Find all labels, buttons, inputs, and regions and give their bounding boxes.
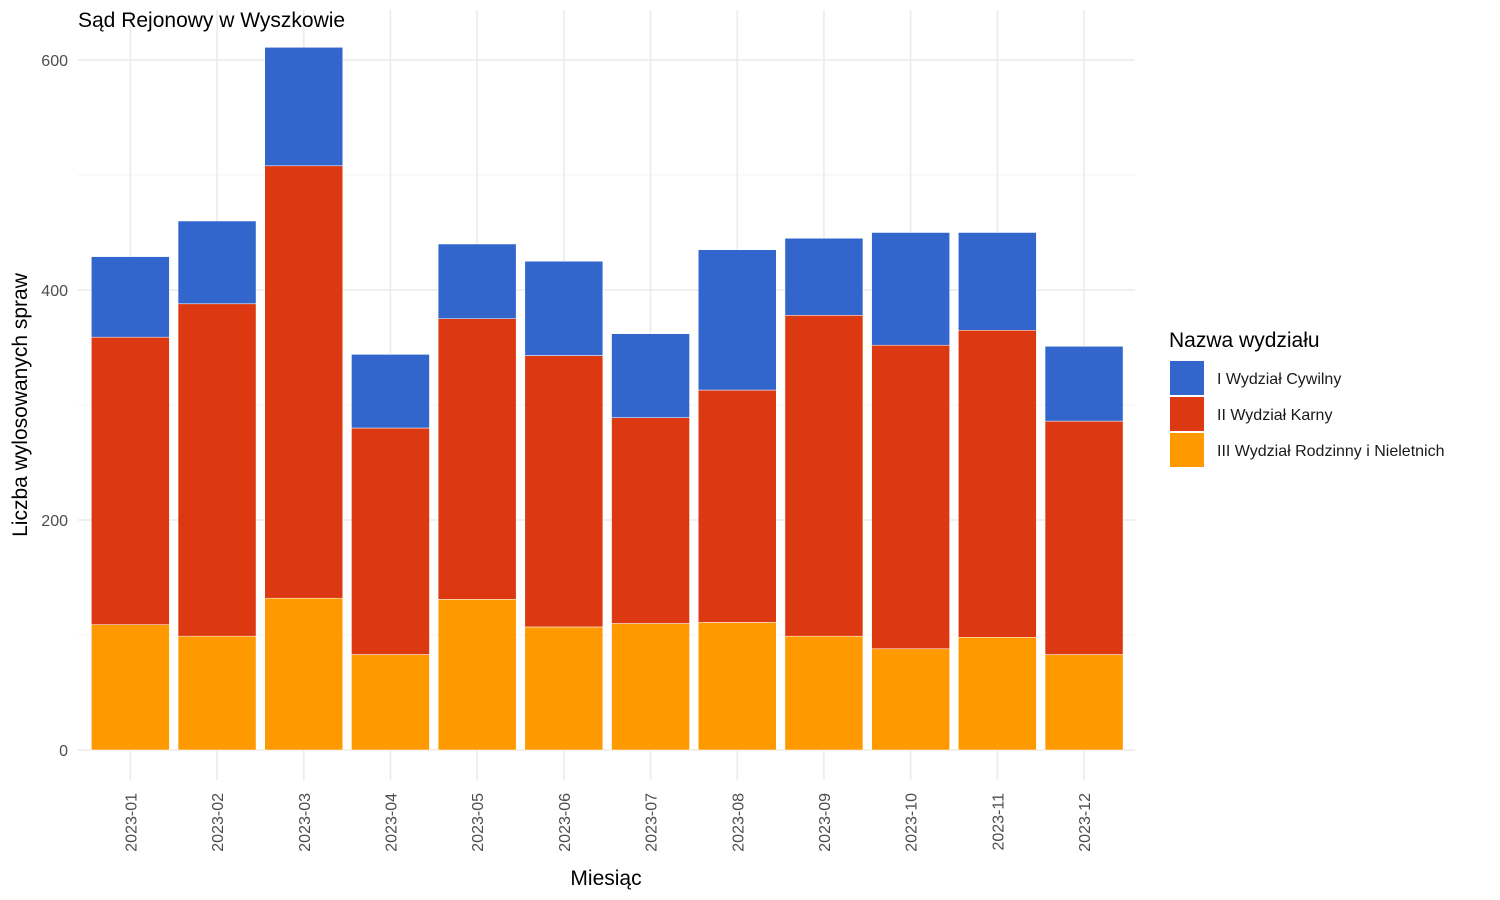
legend-swatch <box>1170 361 1204 395</box>
bar-2023-11-i-wydział-cywilny <box>958 232 1037 331</box>
legend-label: III Wydział Rodzinny i Nieletnich <box>1217 443 1445 460</box>
chart-title: Sąd Rejonowy w Wyszkowie <box>78 9 345 32</box>
bar-2023-05-ii-wydział-karny <box>437 318 517 600</box>
bar-2023-05-i-wydział-cywilny <box>437 243 517 319</box>
bar-2023-09-i-wydział-cywilny <box>784 238 864 316</box>
bar-2023-11-ii-wydział-karny <box>958 330 1037 638</box>
bar-2023-12-iii-wydział-rodzinny-i-nieletnich <box>1044 654 1124 751</box>
bar-2023-04-ii-wydział-karny <box>351 427 430 655</box>
bar-2023-08-i-wydział-cywilny <box>698 249 777 391</box>
bar-2023-06-iii-wydział-rodzinny-i-nieletnich <box>524 626 604 751</box>
bar-2023-01-i-wydział-cywilny <box>91 256 170 338</box>
bar-2023-10-iii-wydział-rodzinny-i-nieletnich <box>871 648 950 751</box>
x-tick-label: 2023-08 <box>730 793 747 852</box>
x-tick-label: 2023-02 <box>210 793 227 852</box>
legend-label: II Wydział Karny <box>1217 407 1332 424</box>
x-tick-label: 2023-09 <box>817 793 834 852</box>
bar-2023-08-ii-wydział-karny <box>698 389 777 623</box>
x-tick-label: 2023-06 <box>557 793 574 852</box>
bar-2023-08-iii-wydział-rodzinny-i-nieletnich <box>698 622 777 751</box>
bar-2023-01-ii-wydział-karny <box>91 336 170 625</box>
bar-2023-09-ii-wydział-karny <box>784 315 864 637</box>
bar-2023-12-ii-wydział-karny <box>1044 420 1124 655</box>
legend-swatch <box>1170 397 1204 431</box>
bar-2023-07-iii-wydział-rodzinny-i-nieletnich <box>611 623 690 751</box>
y-tick-label: 600 <box>41 53 68 70</box>
legend-swatch <box>1170 433 1204 467</box>
y-tick-label: 200 <box>41 513 68 530</box>
bar-2023-01-iii-wydział-rodzinny-i-nieletnich <box>91 624 170 751</box>
bar-2023-06-ii-wydział-karny <box>524 355 604 628</box>
bar-2023-05-iii-wydział-rodzinny-i-nieletnich <box>437 599 517 751</box>
bar-2023-02-ii-wydział-karny <box>177 303 257 637</box>
y-axis-title: Liczba wylosowanych spraw <box>9 272 32 537</box>
x-axis: 2023-01 2023-02 2023-03 2023-04 2023-05 2023-… <box>123 793 1094 852</box>
bar-2023-06-i-wydział-cywilny <box>524 261 604 356</box>
bar-2023-11-iii-wydział-rodzinny-i-nieletnich <box>958 637 1037 751</box>
bars <box>91 47 1124 751</box>
x-axis-title: Miesiąc <box>570 867 641 890</box>
x-tick-label: 2023-04 <box>383 793 400 852</box>
bar-2023-04-iii-wydział-rodzinny-i-nieletnich <box>351 654 430 751</box>
bar-2023-04-i-wydział-cywilny <box>351 354 430 429</box>
legend-label: I Wydział Cywilny <box>1217 371 1341 388</box>
y-axis: 0 200 400 600 <box>41 53 68 760</box>
bar-2023-02-iii-wydział-rodzinny-i-nieletnich <box>177 635 257 751</box>
x-tick-label: 2023-10 <box>904 793 921 852</box>
x-tick-label: 2023-07 <box>644 793 661 852</box>
x-tick-label: 2023-01 <box>123 793 140 852</box>
x-tick-label: 2023-11 <box>990 793 1007 851</box>
y-tick-label: 400 <box>41 283 68 300</box>
bar-2023-03-i-wydział-cywilny <box>264 47 343 167</box>
bar-2023-07-i-wydział-cywilny <box>611 333 690 418</box>
legend-title: Nazwa wydziału <box>1169 329 1320 352</box>
bar-2023-03-iii-wydział-rodzinny-i-nieletnich <box>264 597 343 751</box>
bar-2023-12-i-wydział-cywilny <box>1044 346 1124 422</box>
bar-2023-10-ii-wydział-karny <box>871 344 950 650</box>
x-tick-label: 2023-03 <box>297 793 314 852</box>
bar-2023-02-i-wydział-cywilny <box>177 220 257 305</box>
bar-2023-09-iii-wydział-rodzinny-i-nieletnich <box>784 635 864 751</box>
bar-2023-07-ii-wydział-karny <box>611 417 690 624</box>
x-tick-label: 2023-12 <box>1077 793 1094 852</box>
bar-2023-03-ii-wydział-karny <box>264 165 343 599</box>
y-tick-label: 0 <box>59 743 68 760</box>
legend: Nazwa wydziału I Wydział Cywilny II Wydzi… <box>1169 329 1445 467</box>
x-tick-label: 2023-05 <box>470 793 487 852</box>
bar-2023-10-i-wydział-cywilny <box>871 232 950 346</box>
